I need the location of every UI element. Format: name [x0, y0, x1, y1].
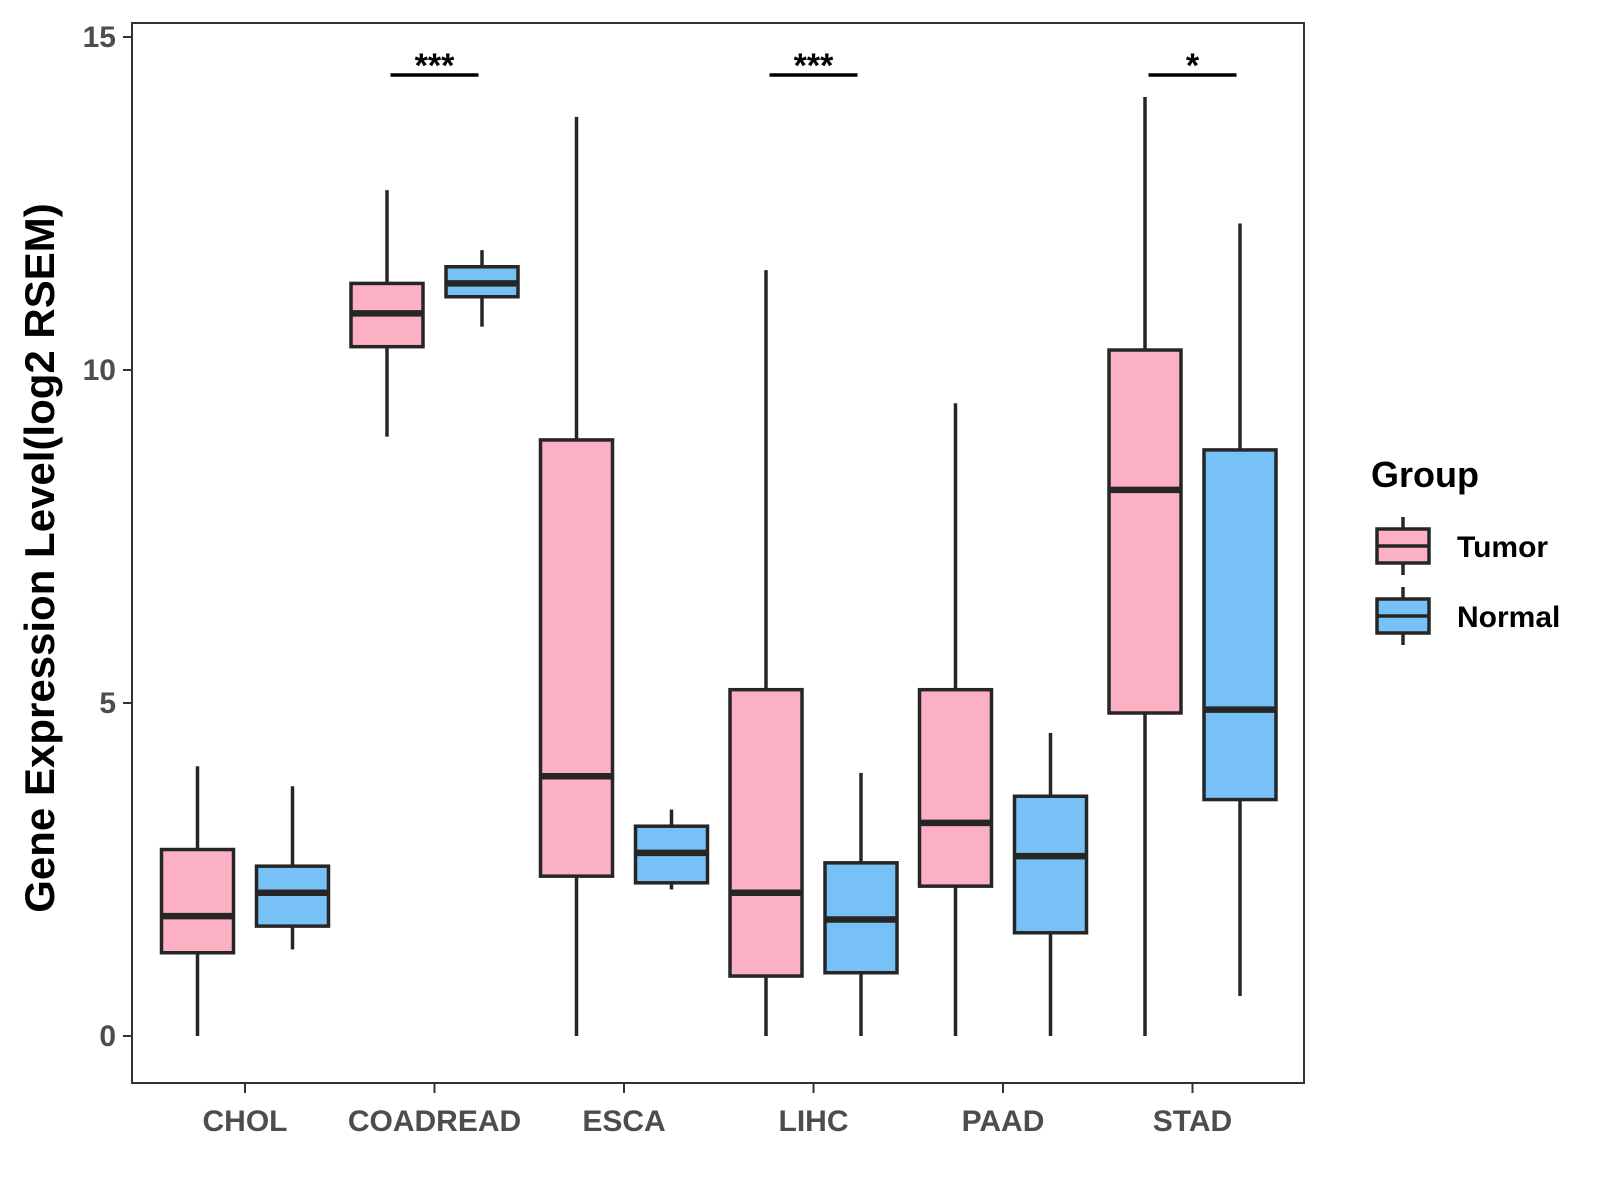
plot-panel-border — [131, 22, 1305, 1084]
box-tumor-coadread — [349, 190, 425, 437]
x-tick-label: STAD — [1153, 1105, 1232, 1138]
box-iqr — [159, 847, 236, 955]
box-iqr — [1202, 448, 1278, 802]
significance-label: *** — [415, 47, 455, 85]
box-tumor-lihc — [728, 270, 804, 1036]
legend-item-normal: Normal — [1375, 587, 1560, 645]
box-normal-lihc — [823, 772, 899, 1036]
legend-title: Group — [1371, 454, 1479, 495]
significance-label: * — [1186, 47, 1200, 85]
significance-label: *** — [794, 47, 834, 85]
box-normal-chol — [254, 786, 331, 950]
y-axis-title: Gene Expression Level(log2 RSEM) — [16, 203, 63, 913]
x-tick-label: ESCA — [582, 1105, 665, 1138]
box-iqr — [254, 864, 331, 928]
legend-label-normal: Normal — [1457, 601, 1560, 634]
box-normal-esca — [633, 809, 710, 890]
y-tick-label: 15 — [83, 21, 116, 54]
legend-label-tumor: Tumor — [1457, 531, 1548, 564]
box-normal-coadread — [444, 250, 520, 327]
box-iqr — [728, 687, 804, 978]
box-iqr — [1012, 794, 1089, 935]
x-tick-label: PAAD — [962, 1105, 1045, 1138]
box-normal-stad — [1202, 223, 1278, 997]
box-iqr — [538, 438, 615, 878]
box-iqr — [1107, 348, 1183, 715]
x-tick-label: LIHC — [779, 1105, 849, 1138]
y-tick-label: 5 — [99, 687, 116, 720]
box-iqr — [917, 687, 994, 888]
y-tick-label: 0 — [99, 1020, 116, 1053]
box-tumor-chol — [159, 766, 236, 1036]
y-tick-label: 10 — [83, 354, 116, 387]
box-tumor-stad — [1107, 96, 1183, 1036]
legend-item-tumor: Tumor — [1375, 517, 1548, 575]
legend: Group Tumor Normal — [1371, 454, 1560, 645]
box-normal-paad — [1012, 732, 1089, 1036]
x-tick-label: COADREAD — [348, 1105, 521, 1138]
box-tumor-paad — [917, 403, 994, 1036]
x-tick-label: CHOL — [203, 1105, 288, 1138]
box-tumor-esca — [538, 116, 615, 1036]
